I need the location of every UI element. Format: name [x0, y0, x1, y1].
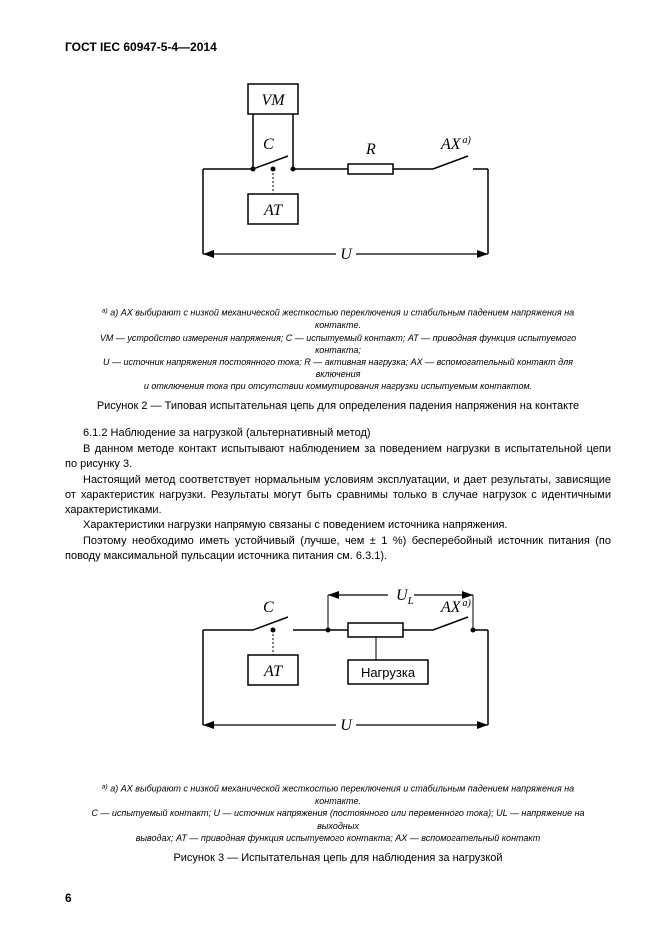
fig3-fn3: выводах; AT — приводная функция испытуем…: [136, 833, 541, 843]
fig2-ax-label: AX: [440, 136, 462, 153]
fig3-load-label: Нагрузка: [361, 665, 416, 680]
figure-2: VM C R AXа): [65, 74, 611, 294]
fig3-fn2: C — испытуемый контакт; U — источник нап…: [91, 808, 584, 830]
svg-text:AXа): AXа): [440, 598, 472, 616]
figure-3: U L C AXа) AT: [65, 570, 611, 770]
page: ГОСТ IEC 60947-5-4—2014 VM C R AXа): [0, 0, 661, 935]
fig3-footnote: a) а) AX выбирают с низкой механической …: [85, 782, 591, 844]
para-1: 6.1.2 Наблюдение за нагрузкой (альтернат…: [65, 426, 611, 441]
fig2-caption: Рисунок 2 — Типовая испытательная цепь д…: [65, 400, 611, 412]
fig2-fn2: VM — устройство измерения напряжения; C …: [100, 333, 576, 355]
fig3-ul-sub: L: [407, 595, 414, 607]
fig2-at-label: AT: [263, 202, 283, 219]
svg-text:AXа): AXа): [440, 135, 472, 153]
body-text: 6.1.2 Наблюдение за нагрузкой (альтернат…: [65, 426, 611, 564]
fig3-u-label: U: [340, 717, 353, 734]
figure-3-svg: U L C AXа) AT: [148, 570, 528, 770]
para-2: В данном методе контакт испытывают наблю…: [65, 442, 611, 472]
fig3-caption: Рисунок 3 — Испытательная цепь для наблю…: [65, 852, 611, 864]
para-4: Характеристики нагрузки напрямую связаны…: [65, 518, 611, 533]
fig2-vm-label: VM: [261, 92, 286, 109]
fig3-at-label: AT: [263, 663, 283, 680]
fig3-ax-sup: а): [463, 598, 472, 609]
fig2-fn1: а) AX выбирают с низкой механической жес…: [110, 308, 574, 331]
para-3: Настоящий метод соответствует нормальным…: [65, 473, 611, 518]
fig2-u-label: U: [340, 246, 353, 263]
doc-header: ГОСТ IEC 60947-5-4—2014: [65, 40, 611, 54]
fig2-r-label: R: [365, 141, 376, 158]
page-number: 6: [65, 891, 72, 905]
fig2-footnote: a) а) AX выбирают с низкой механической …: [85, 306, 591, 392]
fig3-fn1: а) AX выбирают с низкой механической жес…: [110, 784, 574, 807]
fig2-fn4: и отключения тока при отсутствии коммути…: [144, 381, 532, 391]
fig2-c-label: C: [263, 136, 274, 153]
fig3-c-label: C: [263, 599, 274, 616]
para-5: Поэтому необходимо иметь устойчивый (луч…: [65, 534, 611, 564]
fig3-ax-label: AX: [440, 599, 462, 616]
fig2-fn3: U — источник напряжения постоянного тока…: [103, 357, 573, 379]
figure-2-svg: VM C R AXа): [148, 74, 528, 294]
fig2-ax-sup: а): [463, 135, 472, 146]
